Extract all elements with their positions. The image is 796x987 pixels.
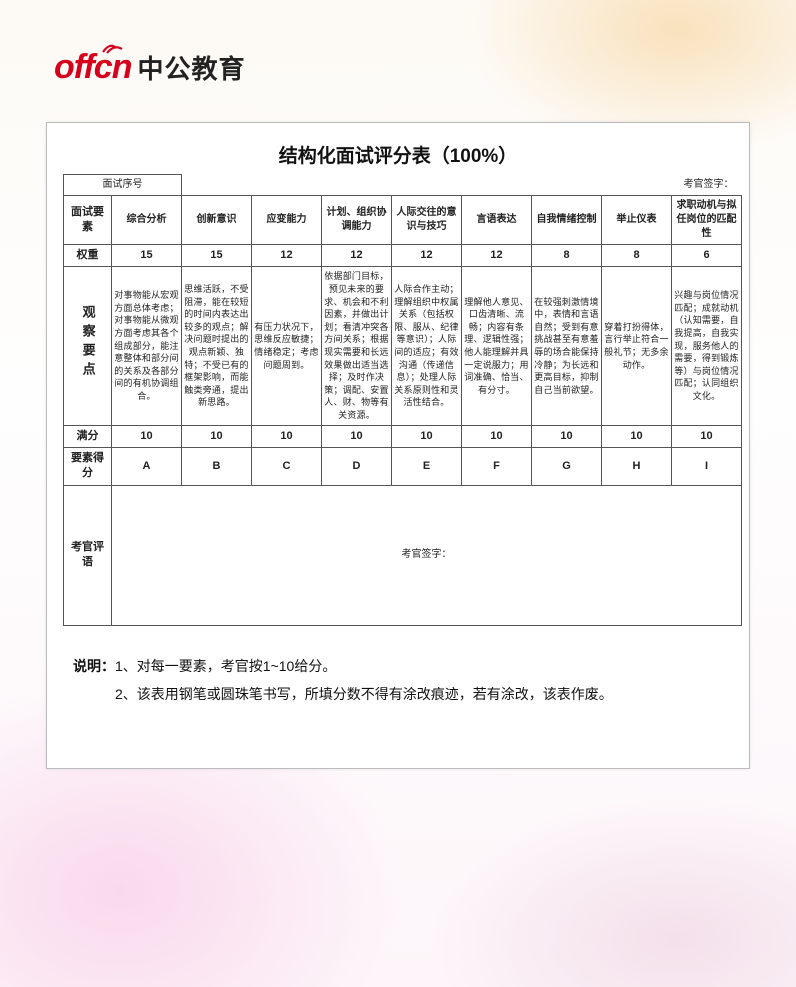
col-header-7: 举止仪表: [602, 196, 672, 245]
letter-2: C: [252, 447, 322, 485]
obs-5: 理解他人意见、口齿清晰、流畅；内容有条理、逻辑性强；他人能理解并具一定说服力；用…: [462, 267, 532, 425]
score-row: 要素得分 A B C D E F G H I: [64, 447, 742, 485]
obs-0: 对事物能从宏观方面总体考虑；对事物能从微观方面考虑其各个组成部分，能注意整体和部…: [112, 267, 182, 425]
col-header-0: 综合分析: [112, 196, 182, 245]
col-header-1: 创新意识: [182, 196, 252, 245]
seq-label: 面试序号: [64, 175, 182, 196]
observe-row: 观察要点 对事物能从宏观方面总体考虑；对事物能从微观方面考虑其各个组成部分，能注…: [64, 267, 742, 425]
weight-row: 权重 15 15 12 12 12 12 8 8 6: [64, 245, 742, 267]
obs-2: 有压力状况下，思维反应敏捷；情绪稳定；考虑问题周到。: [252, 267, 322, 425]
logo-accent-icon: [102, 42, 124, 54]
row-label-elements: 面试要素: [64, 196, 112, 245]
full-0: 10: [112, 425, 182, 447]
obs-3: 依据部门目标，预见未来的要求、机会和不利因素，并做出计划；看清冲突各方间关系；根…: [322, 267, 392, 425]
letter-3: D: [322, 447, 392, 485]
brand-logo: offcn 中公教育: [54, 48, 246, 87]
header-row: 面试要素 综合分析 创新意识 应变能力 计划、组织协调能力 人际交往的意识与技巧…: [64, 196, 742, 245]
row-label-observe: 观察要点: [64, 267, 112, 425]
seq-row: 面试序号 考官签字：: [64, 175, 742, 196]
letter-5: F: [462, 447, 532, 485]
notes-line1: 1、对每一要素，考官按1~10给分。: [115, 658, 336, 674]
weight-0: 15: [112, 245, 182, 267]
letter-4: E: [392, 447, 462, 485]
score-table: 面试序号 考官签字： 面试要素 综合分析 创新意识 应变能力 计划、组织协调能力…: [63, 174, 742, 626]
weight-4: 12: [392, 245, 462, 267]
row-label-full: 满分: [64, 425, 112, 447]
row-label-comment: 考官评语: [64, 485, 112, 625]
weight-3: 12: [322, 245, 392, 267]
weight-5: 12: [462, 245, 532, 267]
obs-6: 在较强刺激情境中，表情和言语自然；受到有意挑战甚至有意羞辱的场合能保持冷静；为长…: [532, 267, 602, 425]
full-8: 10: [672, 425, 742, 447]
row-label-weight: 权重: [64, 245, 112, 267]
sig-top: 考官签字：: [182, 175, 742, 196]
letter-7: H: [602, 447, 672, 485]
full-5: 10: [462, 425, 532, 447]
full-7: 10: [602, 425, 672, 447]
col-header-3: 计划、组织协调能力: [322, 196, 392, 245]
comment-cell: 考官签字：: [112, 485, 742, 625]
letter-6: G: [532, 447, 602, 485]
letter-1: B: [182, 447, 252, 485]
weight-6: 8: [532, 245, 602, 267]
obs-1: 思维活跃，不受阻滞，能在较短的时间内表达出较多的观点；解决问题时提出的观点新颖、…: [182, 267, 252, 425]
full-4: 10: [392, 425, 462, 447]
notes-block: 说明：1、对每一要素，考官按1~10给分。 说明：2、该表用钢笔或圆珠笔书写，所…: [63, 652, 733, 708]
row-label-score: 要素得分: [64, 447, 112, 485]
full-3: 10: [322, 425, 392, 447]
weight-2: 12: [252, 245, 322, 267]
full-6: 10: [532, 425, 602, 447]
weight-1: 15: [182, 245, 252, 267]
col-header-6: 自我情绪控制: [532, 196, 602, 245]
obs-8: 兴趣与岗位情况匹配；成就动机（认知需要，自我提高，自我实现，服务他人的需要，得到…: [672, 267, 742, 425]
notes-line2: 2、该表用钢笔或圆珠笔书写，所填分数不得有涂改痕迹，若有涂改，该表作废。: [115, 686, 613, 702]
sheet-title: 结构化面试评分表（100%）: [63, 141, 733, 168]
full-1: 10: [182, 425, 252, 447]
notes-label: 说明：: [73, 658, 115, 674]
col-header-8: 求职动机与拟任岗位的匹配性: [672, 196, 742, 245]
letter-0: A: [112, 447, 182, 485]
col-header-2: 应变能力: [252, 196, 322, 245]
comment-row: 考官评语 考官签字：: [64, 485, 742, 625]
weight-7: 8: [602, 245, 672, 267]
obs-4: 人际合作主动；理解组织中权属关系（包括权限、服从、纪律等意识）；人际间的适应；有…: [392, 267, 462, 425]
col-header-4: 人际交往的意识与技巧: [392, 196, 462, 245]
logo-cn: 中公教育: [137, 49, 245, 86]
weight-8: 6: [672, 245, 742, 267]
obs-7: 穿着打扮得体，言行举止符合一般礼节；无多余动作。: [602, 267, 672, 425]
sig-bottom: 考官签字：: [402, 549, 452, 560]
letter-8: I: [672, 447, 742, 485]
full-row: 满分 10 10 10 10 10 10 10 10 10: [64, 425, 742, 447]
col-header-5: 言语表达: [462, 196, 532, 245]
score-sheet: 结构化面试评分表（100%） 面试序号 考官签字： 面试要素 综合分析 创新意识…: [46, 122, 750, 769]
full-2: 10: [252, 425, 322, 447]
